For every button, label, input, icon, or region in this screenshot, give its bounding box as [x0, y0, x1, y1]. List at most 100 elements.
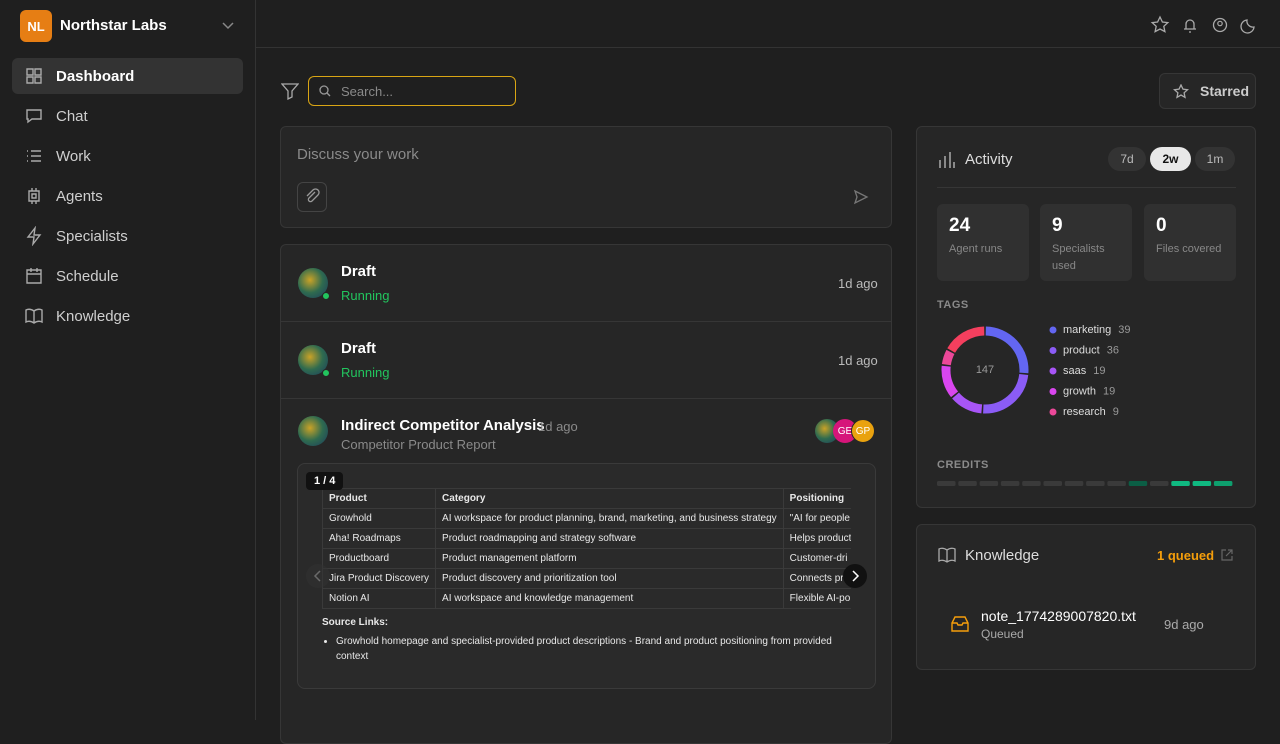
starred-button[interactable]: Starred: [1159, 73, 1256, 109]
cell: Growhold: [322, 508, 437, 529]
legend-label: growth: [1063, 385, 1096, 397]
source-list: Growhold homepage and specialist-provide…: [322, 634, 842, 664]
nav-icon: [26, 268, 42, 284]
credit-segment: [1171, 481, 1190, 486]
nav-label: Specialists: [56, 227, 128, 245]
search-placeholder: Search...: [341, 84, 394, 99]
icon: [25, 308, 43, 324]
item-time: 1d ago: [838, 276, 878, 291]
item-title: Draft: [341, 263, 377, 280]
cell: Jira Product Discovery: [322, 568, 437, 589]
activity-card: Activity: [916, 126, 1256, 508]
item-status: Running: [341, 288, 390, 303]
open-link[interactable]: [1220, 548, 1234, 562]
avatar: [298, 416, 328, 446]
org-badge: NL: [20, 10, 52, 42]
credit-segment: [1022, 481, 1041, 486]
credit-segment: [1086, 481, 1105, 486]
prev-button[interactable]: [306, 564, 330, 588]
donut-segment: [947, 326, 985, 354]
donut-segment: [985, 326, 1029, 374]
next-button[interactable]: [843, 564, 867, 588]
range-2w[interactable]: 2w: [1150, 147, 1191, 171]
legend-swatch: [1049, 367, 1057, 375]
cell: Helps product: [782, 528, 851, 549]
attach-button[interactable]: [297, 182, 327, 212]
credit-segment: [937, 481, 956, 486]
nav-label: Chat: [56, 107, 88, 125]
legend-label: marketing: [1063, 324, 1111, 336]
nav-item[interactable]: Specialists: [12, 218, 243, 254]
credit-segment: [1192, 481, 1212, 486]
icon: [28, 188, 40, 204]
credit-segment: [1213, 481, 1233, 486]
legend-value: 39: [1118, 324, 1130, 336]
preview[interactable]: 1 / 4 Product Category Positioning Growhold…: [297, 463, 876, 689]
filter-icon[interactable]: [281, 82, 299, 100]
donut-segment: [983, 373, 1029, 414]
nav-item[interactable]: Agents: [12, 178, 243, 214]
nav-label: Knowledge: [56, 307, 131, 325]
nav-item[interactable]: Chat: [12, 98, 243, 134]
legend-swatch: [1049, 408, 1057, 416]
donut-segment: [952, 392, 983, 414]
table-row: Notion AI AI workspace and knowledge mana…: [322, 588, 851, 609]
stat-label: Agent runs: [949, 243, 1003, 255]
legend-value: 9: [1113, 406, 1119, 418]
nav-icon: [26, 226, 42, 246]
cell: Aha! Roadmaps: [322, 528, 437, 549]
icon: [26, 68, 42, 84]
nav-icon: [26, 109, 42, 124]
credit-segment: [1107, 481, 1126, 486]
header-cell: Positioning: [782, 488, 851, 509]
header-icons[interactable]: [1150, 15, 1260, 35]
app: NL Northstar Labs Dashboard Chat Work Agent…: [0, 0, 1280, 720]
credit-segment: [979, 481, 999, 486]
stat-card: 0 Files covered: [1144, 204, 1236, 281]
nav-label: Agents: [56, 187, 103, 205]
nav-item[interactable]: Work: [12, 138, 243, 174]
org-name[interactable]: Northstar Labs: [60, 17, 167, 34]
stat-label: Files covered: [1156, 243, 1222, 255]
nav-item[interactable]: Dashboard: [12, 58, 243, 94]
legend-value: 36: [1107, 344, 1119, 356]
donut-center: 147: [976, 364, 994, 376]
credit-segment: [1150, 481, 1169, 486]
file-name[interactable]: note_1774289007820.txt: [981, 608, 1136, 624]
item-time: 1d ago: [538, 419, 578, 434]
nav-icon: [27, 150, 41, 162]
cell: Flexible AI-po: [782, 588, 851, 609]
cell: Connects pro: [782, 568, 851, 589]
stat-value: 0: [1156, 215, 1167, 236]
table-row: Productboard Product management platform C…: [322, 548, 851, 569]
org-chevron[interactable]: [221, 20, 235, 32]
knowledge-card: Knowledge 1 queued note_1774289007820.tx…: [916, 524, 1256, 670]
nav-label: Dashboard: [56, 67, 135, 85]
legend-swatch: [1049, 388, 1057, 395]
credit-segment: [1064, 481, 1084, 486]
feed-item[interactable]: Indirect Competitor Analysis 1d ago Comp…: [281, 399, 891, 709]
nav-item[interactable]: Knowledge: [12, 298, 243, 334]
legend-swatch: [1049, 347, 1057, 354]
source-heading: Source Links:: [322, 617, 389, 628]
sidebar: NL Northstar Labs Dashboard Chat Work Agent…: [0, 0, 256, 720]
search-box[interactable]: Search...: [308, 76, 516, 106]
composer-placeholder[interactable]: Discuss your work: [297, 146, 419, 163]
range-7d[interactable]: 7d: [1108, 147, 1146, 171]
feed-item[interactable]: Draft Running 1d ago: [281, 322, 891, 399]
table-header: Product Category Positioning: [322, 488, 851, 509]
send-button[interactable]: [853, 189, 869, 205]
table-row: Jira Product Discovery Product discovery …: [322, 568, 851, 589]
avatar: GP: [851, 419, 875, 443]
nav-icon: [25, 308, 43, 324]
stat-card: 9 Specialists used: [1040, 204, 1132, 281]
legend-label: product: [1063, 344, 1100, 356]
nav-item[interactable]: Schedule: [12, 258, 243, 294]
queued-count: 1 queued: [1157, 548, 1215, 563]
stat-value: 24: [949, 215, 971, 236]
cell: Customer-dri: [782, 548, 851, 569]
range-1m[interactable]: 1m: [1195, 147, 1235, 171]
cell: "AI for people: [782, 508, 851, 529]
credit-segment: [1128, 481, 1148, 486]
feed-item[interactable]: Draft Running 1d ago: [281, 245, 891, 322]
